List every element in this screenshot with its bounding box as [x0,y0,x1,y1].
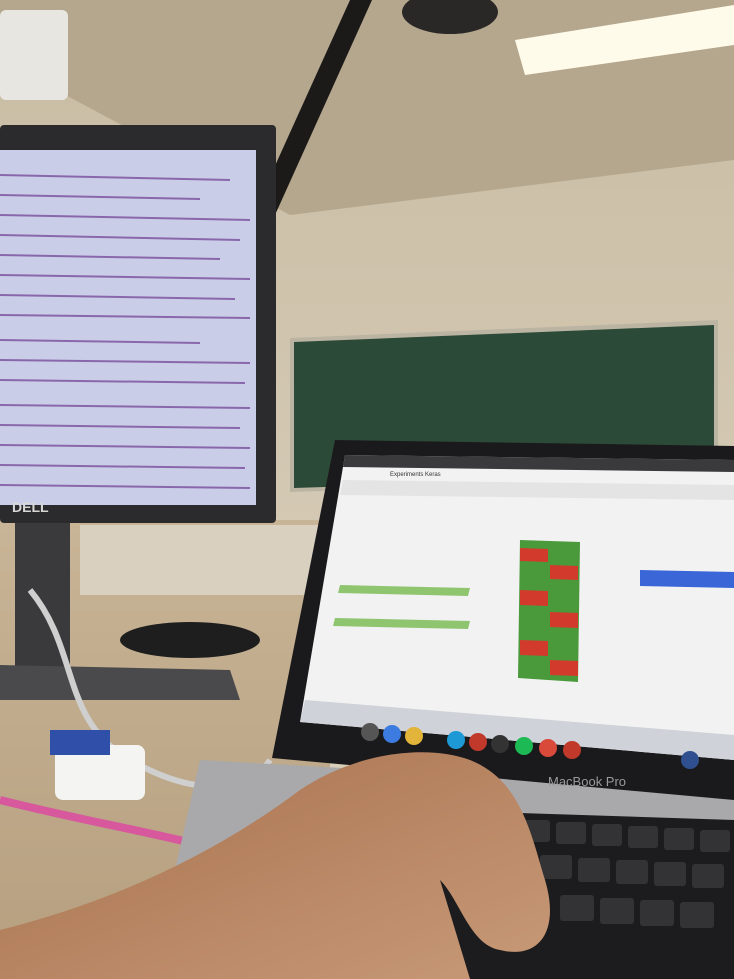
keys [520,820,730,928]
vga-plug [50,730,110,755]
monitor-brand: DELL [12,499,49,515]
highlight-row [333,618,470,629]
pink-cable [0,796,201,849]
red-cells [520,548,578,676]
window-title: Experiments Keras [390,472,441,478]
laptop-model: MacBook Pro [548,774,626,789]
highlight-row [338,585,470,596]
lamp-head [402,0,498,34]
lamp-arm [255,0,372,215]
code-lines [0,174,251,489]
lamp-base [120,622,260,658]
browser-tabs [343,455,734,472]
adapter [55,745,145,800]
hand [0,752,550,979]
blue-cells [640,570,734,588]
green-cells [518,540,580,682]
dock [300,700,734,760]
desk-shelf [80,525,320,595]
toolbar [340,480,734,500]
laptop-screen [300,455,734,760]
monitor-base [0,665,240,700]
ceiling-light [515,5,734,75]
monitor-screen [0,150,256,505]
dock-icons [361,723,699,769]
air-conditioner [0,10,68,100]
